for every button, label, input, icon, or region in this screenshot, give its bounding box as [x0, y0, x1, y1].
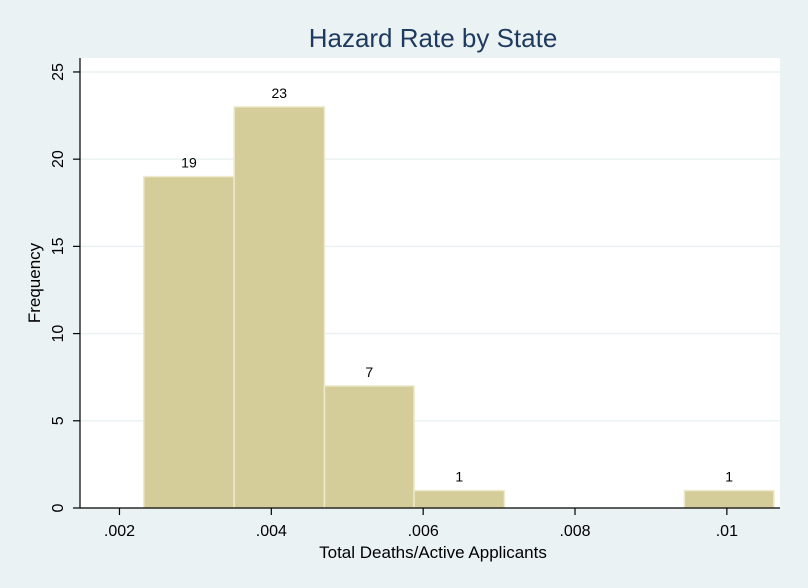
y-tick-label-3: 15 — [50, 237, 67, 255]
bar-label-3: 1 — [455, 469, 463, 485]
x-tick-label-3: .008 — [559, 523, 590, 540]
y-tick-label-1: 5 — [50, 416, 67, 425]
bar-label-6: 1 — [725, 469, 733, 485]
bar-label-1: 23 — [272, 85, 288, 101]
x-tick-label-2: .006 — [408, 523, 439, 540]
bar-2 — [323, 385, 415, 509]
y-axis-label: Frequency — [25, 242, 44, 323]
bar-1 — [233, 106, 326, 509]
bar-label-0: 19 — [181, 155, 197, 171]
x-axis-label: Total Deaths/Active Applicants — [319, 543, 547, 562]
bar-0 — [143, 175, 235, 509]
y-tick-label-0: 0 — [50, 503, 67, 512]
bar-6 — [683, 489, 775, 509]
bar-3 — [413, 489, 506, 509]
bar-labels: 19 23 7 1 1 — [181, 85, 733, 485]
axes: 0 5 10 15 20 25 .002 .004 .006 .008 .01 — [50, 58, 780, 540]
chart-title: Hazard Rate by State — [309, 23, 558, 53]
bar-label-2: 7 — [365, 364, 373, 380]
y-tick-label-5: 25 — [50, 63, 67, 81]
x-tick-label-1: .004 — [256, 523, 287, 540]
y-tick-label-4: 20 — [50, 150, 67, 168]
bars — [143, 106, 775, 509]
y-tick-label-2: 10 — [50, 325, 67, 343]
x-tick-label-4: .01 — [716, 523, 738, 540]
x-tick-label-0: .002 — [104, 523, 135, 540]
